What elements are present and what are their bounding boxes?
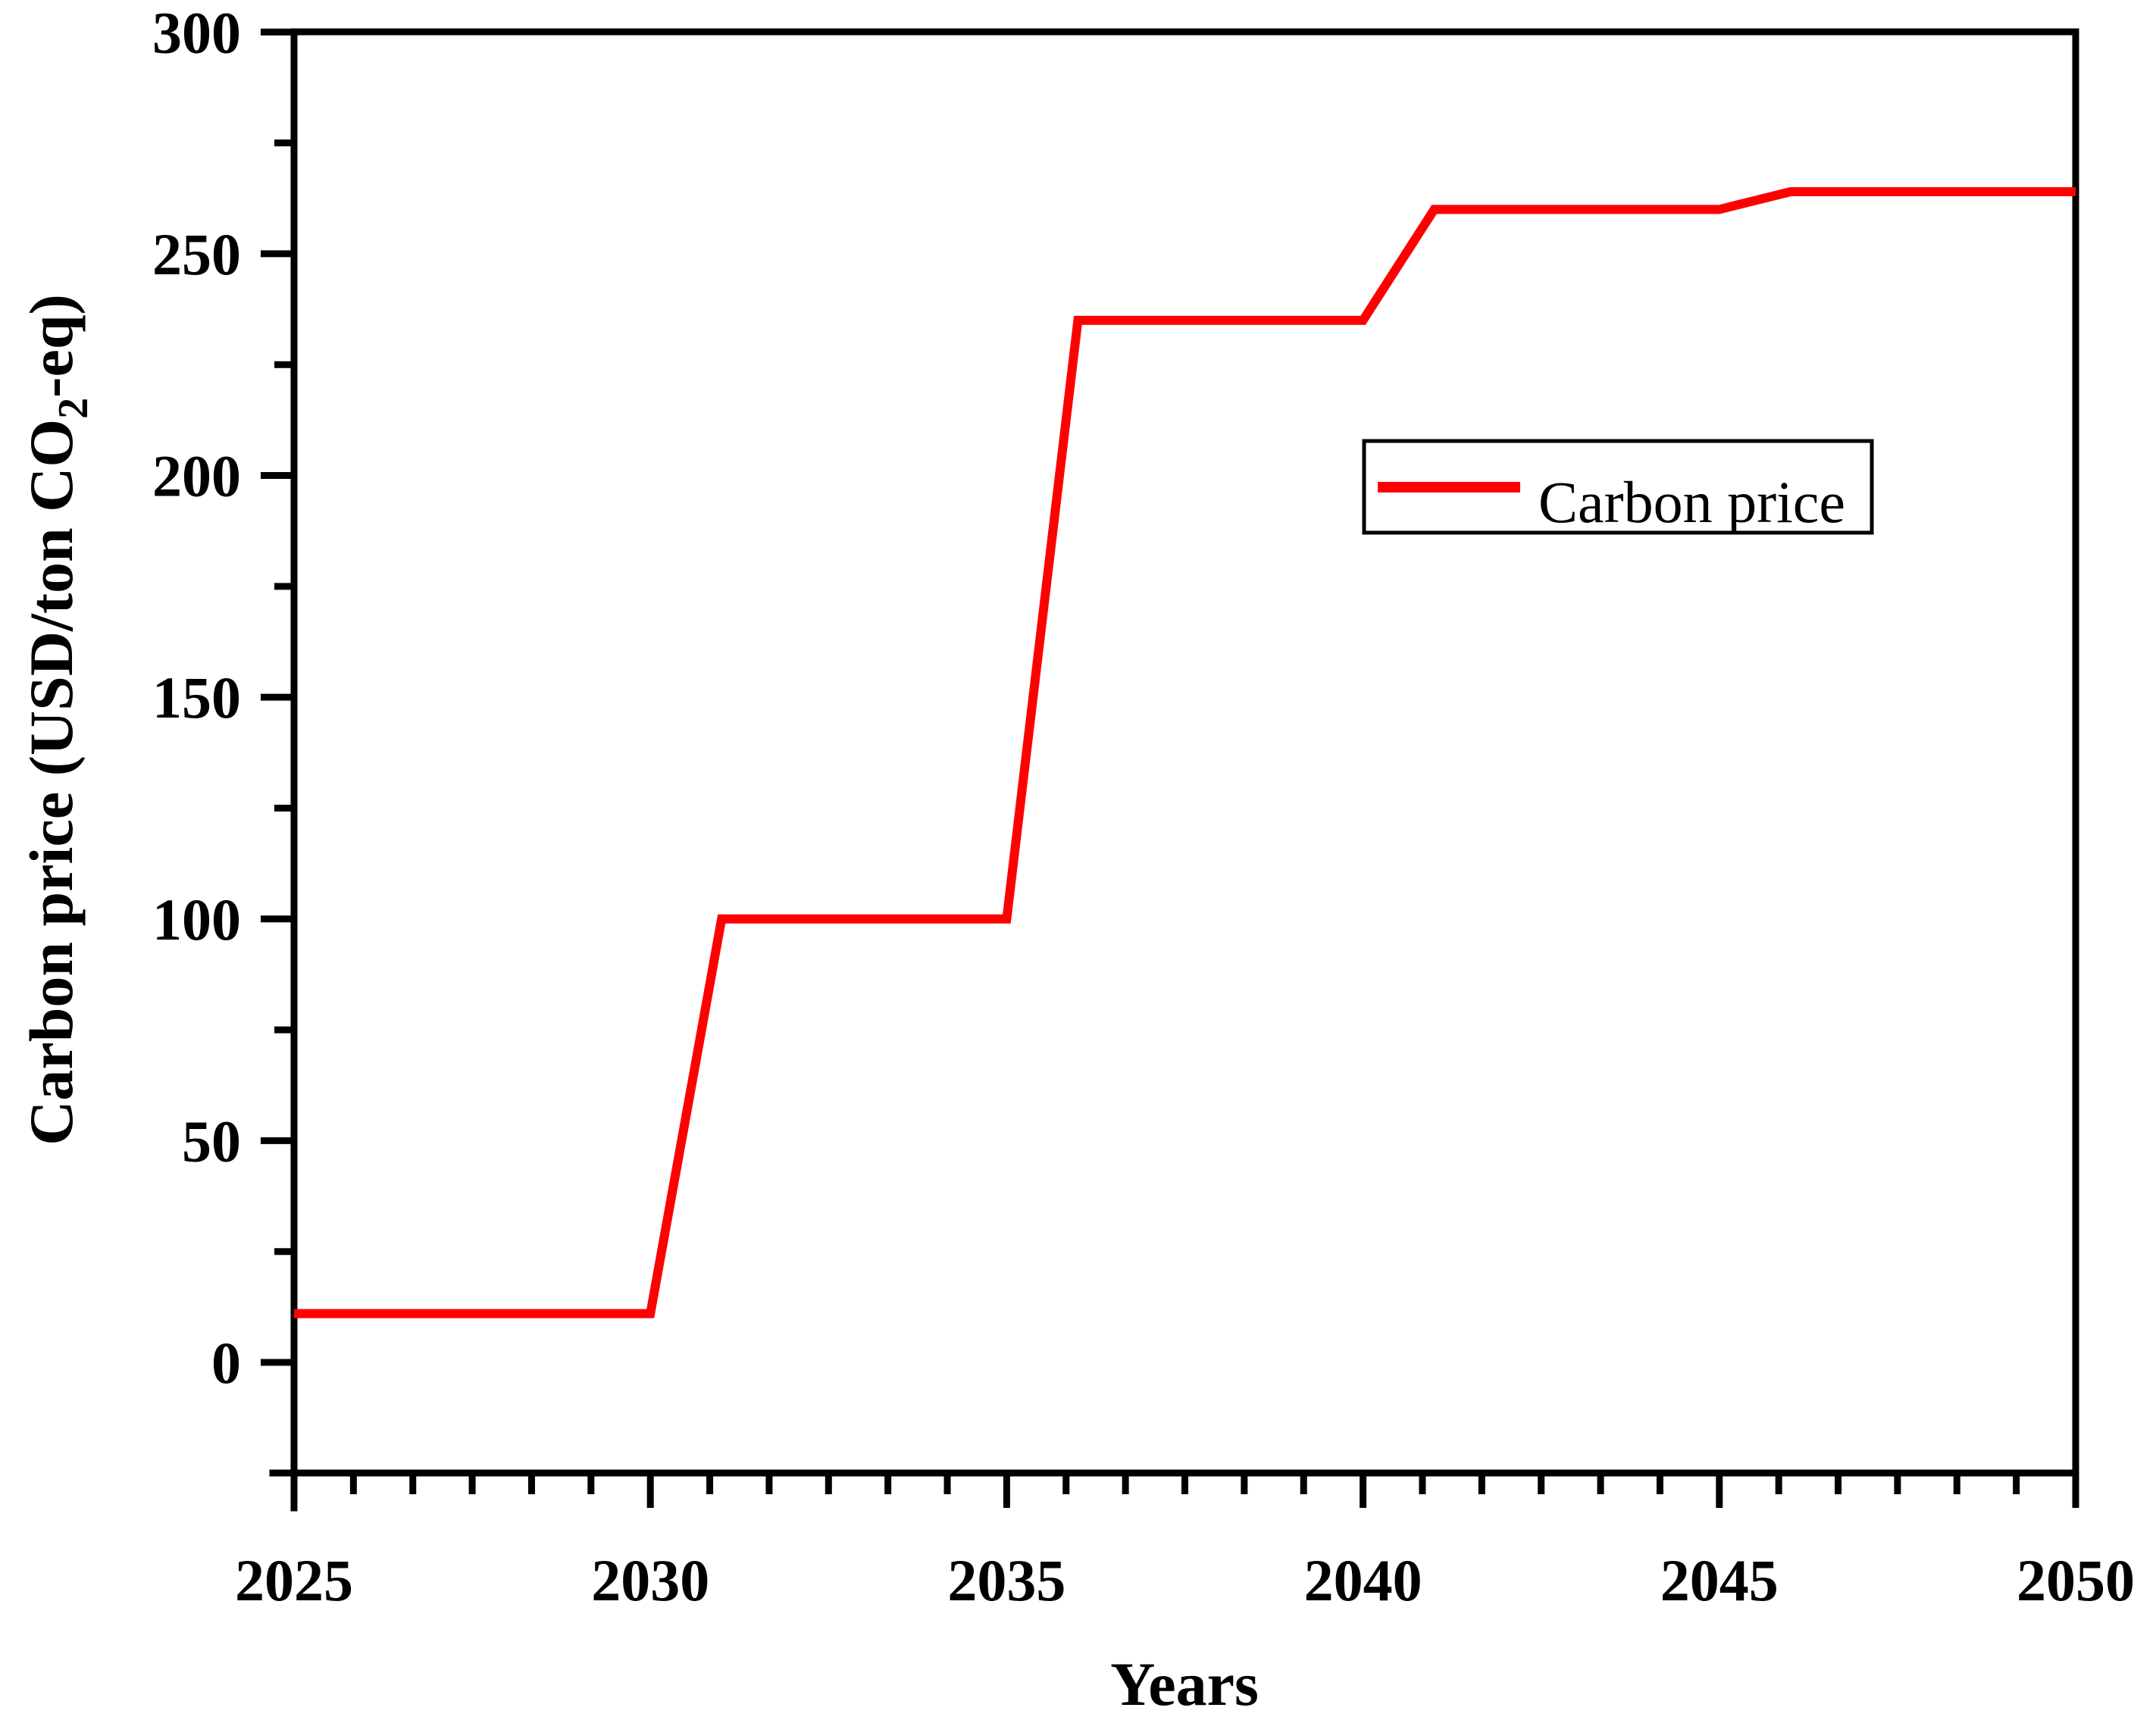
axis-tick-labels: 0 50 100 150 200 250 300 2025 2030 2035 2040 2045 20…: [152, 0, 2135, 1613]
x-tick-label: 2025: [235, 1547, 353, 1613]
y-axis-title: Carbon price (USD/ton CO2-eq): [17, 294, 97, 1146]
x-tick-label: 2040: [1304, 1547, 1422, 1613]
x-tick-label: 2035: [947, 1547, 1065, 1613]
axis-ticks: [261, 28, 2079, 1508]
plot-frame: [269, 28, 2079, 1512]
y-tick-label: 300: [152, 0, 241, 65]
y-tick-label: 150: [152, 665, 241, 730]
x-tick-label: 2050: [2017, 1547, 2135, 1613]
x-tick-label: 2030: [591, 1547, 709, 1613]
series-line-carbon-price: [294, 187, 2076, 1318]
legend-box: [1362, 439, 1874, 535]
y-tick-label: 50: [182, 1108, 241, 1174]
legend-entry-label: Carbon price: [1538, 469, 1845, 535]
legend: Carbon price: [1362, 439, 1874, 535]
y-tick-label: 0: [211, 1330, 241, 1396]
data-series: [294, 187, 2076, 1318]
x-axis-title: Years: [1110, 1650, 1259, 1717]
x-tick-label: 2045: [1660, 1547, 1779, 1613]
y-tick-label: 200: [152, 443, 241, 509]
y-tick-label: 250: [152, 221, 241, 287]
y-tick-label: 100: [152, 887, 241, 952]
